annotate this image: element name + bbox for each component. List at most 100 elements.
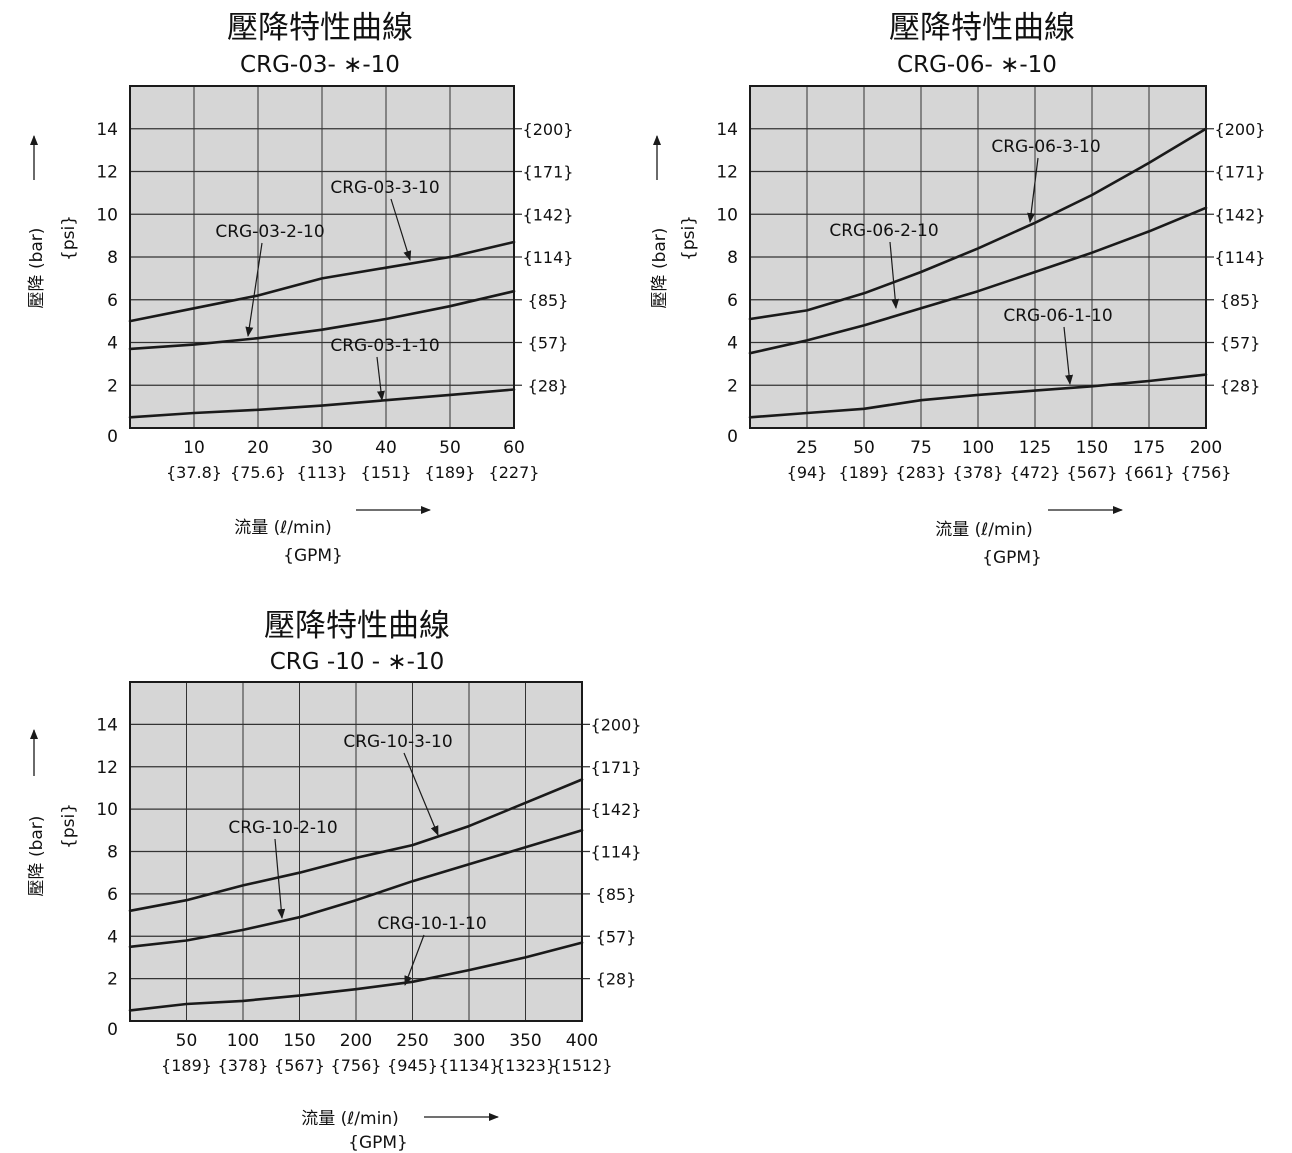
y-tick-label: 4	[727, 334, 738, 354]
x-tick-secondary-label: {227}	[489, 463, 540, 482]
x-tick-label: 50	[439, 438, 461, 458]
y-tick-label: 4	[107, 334, 118, 354]
x-axis-secondary-label: {GPM}	[982, 548, 1042, 568]
x-tick-secondary-label: {151}	[361, 463, 412, 482]
y-tick-label: 10	[716, 205, 738, 225]
y-tick-secondary-label: {57}	[596, 927, 637, 946]
x-tick-label: 200	[1190, 438, 1222, 458]
y-tick-secondary-label: {28}	[596, 970, 637, 989]
y-axis-label: 壓降 (bar)	[27, 228, 47, 309]
y-tick-label: 12	[716, 163, 738, 183]
chart-crg-06: 壓降特性曲線 CRG-06- ∗-10 流量 (ℓ/min) {GPM} 壓降 …	[650, 10, 1265, 568]
y-axis-label: 壓降 (bar)	[27, 816, 47, 897]
y-tick-secondary-label: {57}	[1220, 334, 1261, 353]
x-tick-label: 20	[247, 438, 269, 458]
chart-title: 壓降特性曲線	[227, 10, 413, 46]
series-label: CRG-03-2-10	[215, 222, 324, 242]
y-tick-secondary-label: {114}	[523, 248, 574, 267]
x-tick-label: 150	[1076, 438, 1108, 458]
y-tick-label: 12	[96, 758, 118, 778]
x-tick-label: 200	[340, 1031, 372, 1051]
x-tick-secondary-label: {75.6}	[230, 463, 286, 482]
x-tick-label: 40	[375, 438, 397, 458]
series-line-crg-10-1-10	[128, 941, 584, 1012]
x-tick-secondary-label: {283}	[896, 463, 947, 482]
series-label: CRG-10-2-10	[228, 818, 337, 838]
series-leader-arrow	[390, 198, 412, 261]
x-tick-secondary-label: {189}	[161, 1056, 212, 1075]
x-axis-label: 流量 (ℓ/min)	[234, 518, 331, 538]
y-tick-secondary-label: {85}	[596, 885, 637, 904]
y-tick-label: 6	[727, 291, 738, 311]
series-leader-arrow	[403, 752, 439, 836]
y-tick-label: 8	[107, 843, 118, 863]
x-tick-secondary-label: {472}	[1010, 463, 1061, 482]
y-tick-label: 14	[96, 120, 118, 140]
y-tick-label: 8	[107, 248, 118, 268]
y-tick-label: 0	[107, 427, 118, 447]
y-axis-secondary-label: {psi}	[679, 215, 699, 261]
x-tick-secondary-label: {945}	[387, 1056, 438, 1075]
x-tick-label: 75	[910, 438, 932, 458]
x-axis-label: 流量 (ℓ/min)	[301, 1109, 398, 1129]
series-line-crg-06-1-10	[748, 373, 1208, 419]
x-tick-label: 10	[183, 438, 205, 458]
series-leader-arrow	[245, 242, 263, 337]
x-axis-label: 流量 (ℓ/min)	[935, 520, 1032, 540]
y-tick-secondary-label: {114}	[591, 843, 642, 862]
series-leader-arrow	[274, 838, 286, 919]
series-line-crg-03-1-10	[128, 388, 516, 419]
y-tick-secondary-label: {200}	[1215, 120, 1266, 139]
series-line-crg-10-2-10	[128, 829, 584, 949]
x-tick-label: 300	[453, 1031, 485, 1051]
series-label: CRG-06-2-10	[829, 221, 938, 241]
chart-title: 壓降特性曲線	[264, 608, 450, 644]
x-tick-secondary-label: {189}	[839, 463, 890, 482]
x-tick-label: 30	[311, 438, 333, 458]
series-leader-arrow	[1063, 326, 1074, 385]
y-tick-secondary-label: {85}	[1220, 291, 1261, 310]
chart-subtitle: CRG -10 - ∗-10	[270, 649, 445, 675]
series-label: CRG-10-1-10	[377, 914, 486, 934]
y-tick-secondary-label: {57}	[528, 334, 569, 353]
series-line-crg-06-2-10	[748, 206, 1208, 355]
x-tick-label: 60	[503, 438, 525, 458]
y-tick-secondary-label: {200}	[591, 715, 642, 734]
y-tick-label: 14	[716, 120, 738, 140]
x-tick-label: 25	[796, 438, 818, 458]
x-tick-secondary-label: {378}	[218, 1056, 269, 1075]
series-line-crg-06-3-10	[748, 127, 1208, 321]
x-tick-label: 250	[396, 1031, 428, 1051]
x-tick-label: 125	[1019, 438, 1051, 458]
series-leader-arrow	[376, 356, 385, 401]
y-tick-secondary-label: {85}	[528, 291, 569, 310]
y-tick-label: 2	[107, 376, 118, 396]
x-tick-secondary-label: {189}	[425, 463, 476, 482]
y-tick-label: 6	[107, 291, 118, 311]
y-tick-secondary-label: {171}	[1215, 163, 1266, 182]
x-tick-label: 50	[853, 438, 875, 458]
series-line-crg-03-3-10	[128, 240, 516, 323]
y-tick-label: 2	[107, 970, 118, 990]
x-tick-label: 175	[1133, 438, 1165, 458]
chart-crg-10: 壓降特性曲線 CRG -10 - ∗-10 流量 (ℓ/min) {GPM} 壓…	[27, 608, 641, 1153]
series-leader-arrow	[889, 241, 900, 309]
y-tick-secondary-label: {171}	[591, 758, 642, 777]
x-tick-secondary-label: {37.8}	[166, 463, 222, 482]
series-leader-arrow	[1027, 157, 1039, 223]
y-tick-label: 2	[727, 376, 738, 396]
y-tick-secondary-label: {28}	[528, 376, 569, 395]
y-tick-label: 14	[96, 715, 118, 735]
y-tick-label: 12	[96, 163, 118, 183]
x-tick-secondary-label: {756}	[1181, 463, 1232, 482]
y-tick-secondary-label: {142}	[523, 205, 574, 224]
x-tick-label: 100	[962, 438, 994, 458]
y-tick-label: 0	[727, 427, 738, 447]
series-label: CRG-06-1-10	[1003, 306, 1112, 326]
x-tick-secondary-label: {567}	[1067, 463, 1118, 482]
x-tick-label: 100	[227, 1031, 259, 1051]
x-tick-secondary-label: {756}	[331, 1056, 382, 1075]
series-label: CRG-03-3-10	[330, 178, 439, 198]
y-axis-secondary-label: {psi}	[59, 215, 79, 261]
